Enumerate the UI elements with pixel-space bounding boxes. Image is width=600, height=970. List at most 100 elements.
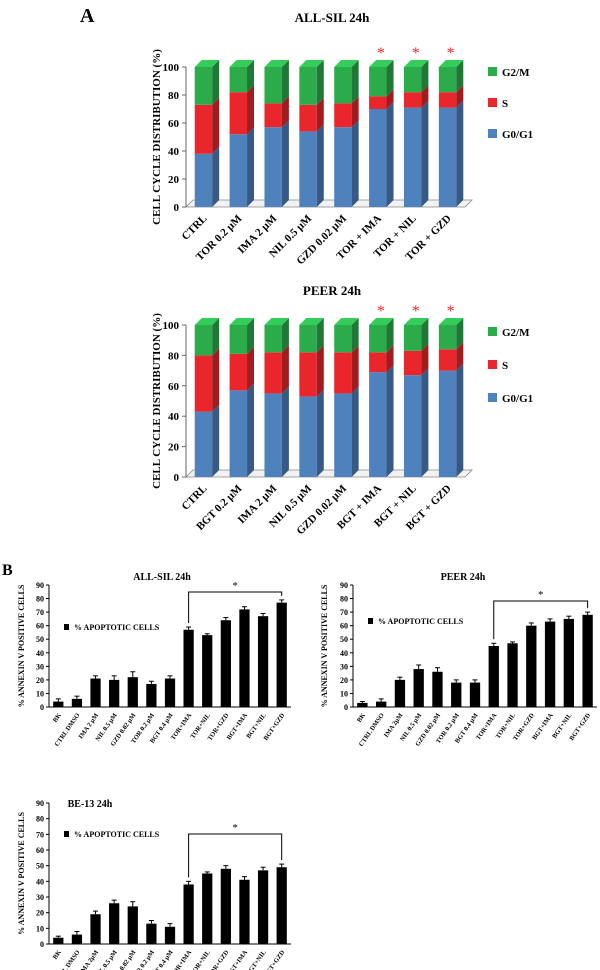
legend-swatch (488, 327, 497, 336)
bar-side (316, 318, 324, 353)
bar-segment-g2m (229, 325, 248, 354)
y-tick-label: 90 (36, 799, 44, 808)
bar-side (421, 60, 429, 93)
bar-side (247, 85, 255, 135)
bar (220, 620, 231, 707)
bar (183, 884, 194, 944)
bar-side (316, 345, 324, 397)
bar-side (456, 363, 464, 477)
bar-segment-g0g1 (369, 372, 387, 477)
bar-segment-g2m (229, 67, 248, 93)
bar-segment-g2m (299, 325, 317, 353)
bar-top (403, 318, 429, 325)
bar-top (264, 318, 289, 325)
y-tick-label: 70 (36, 608, 44, 617)
y-tick-label: 10 (36, 689, 44, 698)
bar-side (212, 318, 220, 356)
bar-segment-g0g1 (334, 393, 352, 477)
bar (109, 903, 120, 944)
bar-side (386, 318, 394, 353)
chart-floor (185, 199, 473, 208)
y-tick-label: 0 (40, 940, 44, 949)
y-tick-label: 20 (36, 676, 44, 685)
bar-side (351, 120, 359, 207)
legend-label: G2/M (502, 327, 530, 339)
bar-side (247, 346, 255, 391)
bar-top (264, 60, 289, 67)
legend-swatch (488, 98, 497, 107)
bar (413, 669, 424, 707)
bar-segment-g0g1 (264, 393, 282, 477)
bar-top (334, 318, 359, 325)
bar-segment-g0g1 (334, 127, 352, 207)
y-tick-label: 20 (168, 174, 180, 186)
bar-segment-g2m (403, 325, 422, 351)
bar-segment-s (438, 349, 457, 371)
y-tick-label: 0 (174, 202, 180, 214)
bar-segment-s (299, 104, 317, 132)
bar (127, 677, 138, 707)
bar (146, 683, 157, 707)
y-tick-label: 80 (168, 90, 180, 102)
bar (127, 906, 138, 944)
bar-side (212, 404, 220, 477)
y-axis-label: % ANNEXIN V POSITIVE CELLS (320, 584, 329, 707)
bar-segment-g0g1 (299, 131, 317, 207)
legend-label: S (502, 98, 508, 110)
bar-segment-g0g1 (194, 153, 213, 207)
bar-segment-g2m (264, 325, 282, 353)
y-axis-label: CELL CYCLE DISTRIBUTION (%) (151, 313, 163, 489)
legend-label: S (502, 360, 508, 372)
y-tick-label: 0 (40, 703, 44, 712)
significance-star: * (447, 45, 455, 62)
bar (53, 937, 64, 944)
significance-star: * (232, 822, 238, 834)
bar-side (351, 96, 359, 128)
bar (582, 614, 593, 707)
bar-side (386, 365, 394, 477)
bar-side (351, 318, 359, 353)
bar (257, 616, 269, 707)
bar-side (351, 60, 359, 104)
bar-side (456, 85, 464, 108)
bar (276, 602, 287, 707)
y-tick-label: 30 (340, 662, 348, 671)
y-tick-label: 90 (340, 581, 348, 590)
y-tick-label: 20 (36, 909, 44, 918)
bar-top (334, 60, 359, 67)
y-tick-label: 30 (36, 662, 44, 671)
bar-side (421, 343, 429, 376)
bar-segment-g2m (264, 67, 282, 104)
bar-segment-g2m (438, 325, 457, 350)
legend-label: % APOPTOTIC CELLS (74, 623, 160, 632)
significance-star: * (538, 589, 544, 601)
bar-side (456, 342, 464, 371)
bar-side (212, 60, 220, 105)
bar (432, 671, 443, 707)
chart-be13-apoptosis: BE-13 24h % ANNEXIN V POSITIVE CELLS 0 10 20… (17, 799, 291, 970)
significance-star: * (377, 303, 385, 320)
bar (202, 635, 213, 707)
bar-side (281, 60, 289, 104)
y-tick-label: 40 (340, 649, 348, 658)
chart-allsil-apoptosis: ALL-SIL 24h % ANNEXIN V POSITIVE CELLS 0 10… (17, 572, 291, 748)
bar-segment-s (264, 352, 282, 394)
bar (164, 678, 176, 707)
x-tick-label: TOR+IMA (170, 949, 194, 970)
y-tick-label: 60 (36, 622, 44, 631)
panel-b-label: B (2, 562, 13, 579)
bar-segment-g0g1 (194, 411, 213, 477)
y-tick-label: 40 (168, 146, 180, 158)
y-tick-label: 10 (36, 924, 44, 933)
chart-title: ALL-SIL 24h (133, 572, 191, 583)
bar-segment-g0g1 (403, 107, 422, 207)
bar-side (316, 124, 324, 207)
significance-star: * (412, 303, 420, 320)
chart-floor (185, 469, 473, 478)
bar-segment-s (369, 96, 387, 109)
y-tick-label: 80 (36, 595, 44, 604)
bar-top (229, 318, 255, 325)
significance-bracket (493, 600, 589, 640)
y-tick-label: 60 (168, 118, 180, 130)
